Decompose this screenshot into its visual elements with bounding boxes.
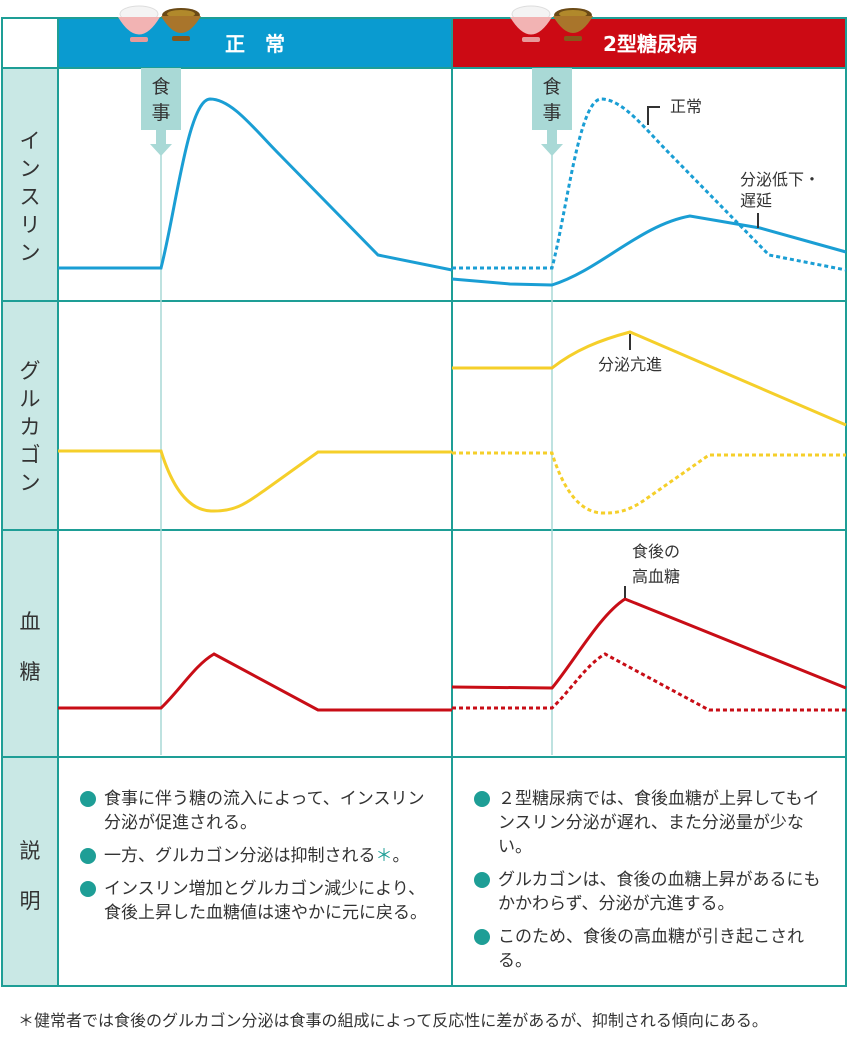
meal-marker-diabetes: 食 事: [532, 68, 572, 156]
meal-marker-normal: 食 事: [141, 68, 181, 156]
row-label-char: 血: [20, 610, 41, 634]
footnote: ＊健常者では食後のグルカゴン分泌は食事の組成によって反応性に差があるが、抑制され…: [18, 1011, 768, 1030]
annotation-glucagon-increased: 分泌亢進: [598, 355, 662, 374]
insulin-curve-normal: [58, 97, 453, 272]
row-label-char: グ: [20, 359, 41, 383]
meal-label-1: 食: [542, 76, 561, 98]
miso-soup-icon: [161, 8, 201, 41]
meal-icon-diabetes: [510, 5, 593, 42]
row-label-char: ン: [20, 157, 41, 181]
blood-sugar-curve-normal: [58, 652, 452, 712]
meal-label-2: 事: [542, 102, 561, 124]
annotation-leader-normal: [647, 106, 660, 125]
row-label-char: ン: [20, 471, 41, 495]
header-normal: 正 常: [225, 32, 285, 56]
description-item: グルカゴンは、食後の血糖上昇があるにもかかわらず、分泌が亢進する。: [474, 868, 829, 916]
glucagon-curve-diabetes-reference: [452, 451, 846, 515]
annotation-normal: 正常: [670, 97, 702, 116]
header-normal-bar: [58, 18, 452, 68]
description-item: 一方、グルカゴン分泌は抑制される＊。: [80, 844, 440, 868]
blood-sugar-curve-diabetes: [451, 597, 847, 690]
bullet-icon: [80, 848, 96, 864]
description-item: このため、食後の高血糖が引き起こされる。: [474, 925, 829, 973]
row-label-insulin: イ ン ス リ ン: [20, 129, 41, 265]
glucagon-curve-normal: [58, 449, 452, 513]
bullet-icon: [474, 791, 490, 807]
annotation-insulin-reduced-2: 遅延: [740, 191, 772, 210]
miso-soup-icon: [553, 8, 593, 41]
bullet-icon: [474, 872, 490, 888]
row-label-char: リ: [20, 213, 41, 237]
row-label-char: ル: [20, 387, 41, 411]
header-diabetes: 2型糖尿病: [603, 32, 697, 56]
row-label-glucagon: グ ル カ ゴ ン: [20, 359, 41, 495]
row-label-char: ン: [20, 241, 41, 265]
annotation-hyperglycemia-1: 食後の: [632, 542, 680, 561]
asterisk-marker: ＊: [375, 846, 393, 866]
blood-sugar-curve-diabetes-reference: [452, 652, 846, 712]
row-label-char: イ: [20, 129, 41, 153]
description-item: 食事に伴う糖の流入によって、インスリン分泌が促進される。: [80, 787, 440, 835]
bullet-icon: [474, 929, 490, 945]
row-label-description: 説 明: [20, 839, 41, 913]
row-label-char: カ: [20, 415, 41, 439]
row-label-char: ゴ: [20, 443, 41, 467]
bullet-icon: [80, 791, 96, 807]
annotation-insulin-reduced-1: 分泌低下・: [740, 170, 820, 189]
rice-bowl-icon: [118, 5, 160, 42]
bullet-icon: [80, 881, 96, 897]
description-item: インスリン増加とグルカゴン減少により、食後上昇した血糖値は速やかに元に戻る。: [80, 877, 440, 925]
meal-label-1: 食: [151, 76, 170, 98]
description-normal: 食事に伴う糖の流入によって、インスリン分泌が促進される。 一方、グルカゴン分泌は…: [80, 787, 440, 934]
description-diabetes: ２型糖尿病では、食後血糖が上昇してもインスリン分泌が遅れ、また分泌量が少ない。 …: [474, 787, 829, 982]
label-column: [2, 68, 58, 986]
annotation-hyperglycemia-2: 高血糖: [632, 567, 680, 586]
row-label-char: 糖: [20, 660, 41, 684]
description-item: ２型糖尿病では、食後血糖が上昇してもインスリン分泌が遅れ、また分泌量が少ない。: [474, 787, 829, 859]
meal-icon-normal: [118, 5, 201, 42]
meal-label-2: 事: [151, 102, 170, 124]
rice-bowl-icon: [510, 5, 552, 42]
insulin-curve-diabetes-reference: [452, 97, 847, 272]
row-label-char: 明: [20, 889, 41, 913]
glucagon-curve-diabetes: [452, 330, 847, 427]
row-label-blood-sugar: 血 糖: [20, 610, 41, 684]
insulin-curve-diabetes: [451, 214, 847, 287]
row-label-char: 説: [20, 839, 41, 863]
row-label-char: ス: [20, 185, 41, 209]
